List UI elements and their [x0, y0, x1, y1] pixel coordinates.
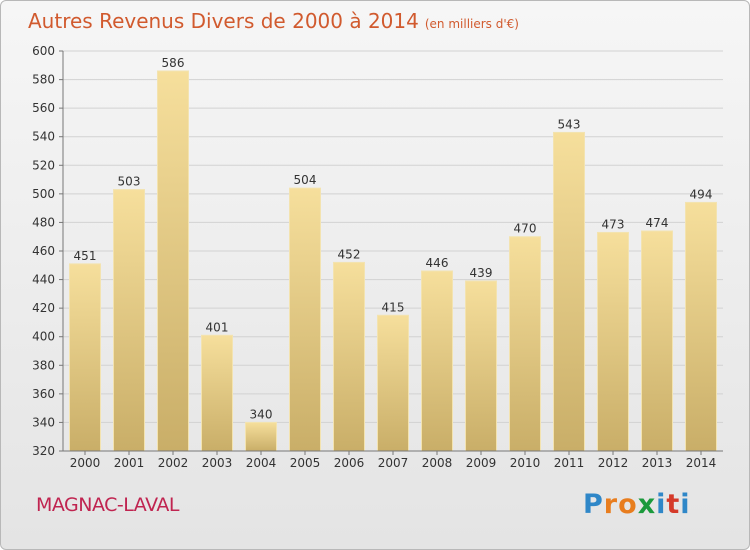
- y-tick-label: 560: [32, 101, 55, 115]
- x-tick-label: 2012: [598, 456, 629, 470]
- bar-2010: [509, 236, 541, 452]
- y-tick-label: 580: [32, 73, 55, 87]
- bar-chart: 320 340 360 380 400 420 440 460 480 500 520 540 560 5…: [32, 44, 723, 470]
- bar-2009: [465, 280, 497, 452]
- data-label: 415: [382, 300, 405, 314]
- bar-2013: [641, 230, 673, 452]
- y-tick-label: 460: [32, 244, 55, 258]
- brand-letter: i: [656, 489, 667, 520]
- y-tick-label: 380: [32, 358, 55, 372]
- bar-2003: [201, 334, 233, 452]
- y-tick-label: 340: [32, 415, 55, 429]
- y-tick-label: 360: [32, 387, 55, 401]
- x-tick-label: 2003: [202, 456, 233, 470]
- brand-letter: i: [680, 489, 691, 520]
- data-label: 470: [514, 222, 537, 236]
- x-tick-label: 2013: [642, 456, 673, 470]
- data-label: 451: [74, 249, 97, 263]
- bar-2012: [597, 231, 629, 452]
- y-tick-label: 320: [32, 444, 55, 458]
- data-label: 439: [470, 266, 493, 280]
- x-tick-label: 2011: [554, 456, 585, 470]
- data-label: 446: [426, 256, 449, 270]
- x-tick-label: 2000: [70, 456, 101, 470]
- y-tick-label: 400: [32, 330, 55, 344]
- bar-2001: [113, 189, 145, 452]
- chart-title: Autres Revenus Divers de 2000 à 2014 (en …: [28, 9, 519, 33]
- x-tick-label: 2009: [466, 456, 497, 470]
- data-label: 473: [602, 217, 625, 231]
- bar-2005: [289, 187, 321, 452]
- y-tick-label: 420: [32, 301, 55, 315]
- brand-letter: r: [603, 489, 619, 520]
- y-tick-label: 440: [32, 273, 55, 287]
- y-tick-label: 480: [32, 215, 55, 229]
- data-label: 340: [250, 407, 273, 421]
- x-tick-label: 2006: [334, 456, 365, 470]
- x-tick-label: 2007: [378, 456, 409, 470]
- title-text: Autres Revenus Divers de 2000 à 2014: [28, 9, 419, 33]
- brand-letter: o: [618, 489, 638, 520]
- x-tick-label: 2008: [422, 456, 453, 470]
- x-tick-label: 2010: [510, 456, 541, 470]
- brand-letter: P: [583, 489, 604, 520]
- data-label: 401: [206, 320, 229, 334]
- data-label: 586: [162, 56, 185, 70]
- data-label: 543: [558, 117, 581, 131]
- x-tick-label: 2002: [158, 456, 189, 470]
- bar-2002: [157, 70, 189, 452]
- title-subtitle: (en milliers d'€): [424, 17, 519, 31]
- x-axis: 2000 2001 2002 2003 2004 2005 2006 2007 2008 2009…: [63, 450, 723, 470]
- y-tick-label: 520: [32, 158, 55, 172]
- bar-2011: [553, 131, 585, 452]
- y-tick-label: 600: [32, 44, 55, 58]
- brand-logo: Proxiti: [583, 489, 691, 520]
- location-label: MAGNAC-LAVAL: [36, 494, 179, 516]
- brand-letter: t: [666, 489, 681, 520]
- bar-2006: [333, 261, 365, 452]
- x-tick-label: 2005: [290, 456, 321, 470]
- x-tick-label: 2001: [114, 456, 145, 470]
- data-label: 494: [690, 187, 713, 201]
- y-tick-label: 540: [32, 130, 55, 144]
- bar-2004: [245, 421, 277, 452]
- data-label: 452: [338, 247, 361, 261]
- bars: 451 503 586 401 340 504 452 415 446 439 470 543 473 4…: [69, 56, 717, 452]
- bar-2007: [377, 314, 409, 452]
- y-axis: 320 340 360 380 400 420 440 460 480 500 520 540 560 5…: [32, 44, 64, 458]
- data-label: 503: [118, 175, 141, 189]
- x-tick-label: 2004: [246, 456, 277, 470]
- x-tick-label: 2014: [686, 456, 717, 470]
- bar-2014: [685, 201, 717, 452]
- y-tick-label: 500: [32, 187, 55, 201]
- data-label: 504: [294, 173, 317, 187]
- bar-2000: [69, 263, 101, 452]
- data-label: 474: [646, 216, 669, 230]
- bar-2008: [421, 270, 453, 452]
- brand-letter: x: [637, 489, 657, 520]
